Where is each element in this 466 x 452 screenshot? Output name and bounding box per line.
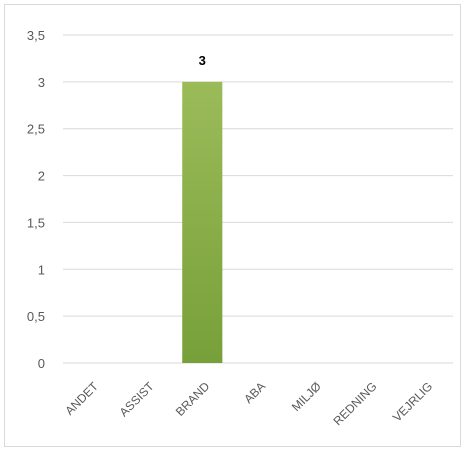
x-category-label: MILJØ: [289, 379, 324, 414]
data-label: 3: [199, 53, 206, 68]
x-axis-category-labels: ANDET ASSIST BRAND ABA MILJØ REDNING VEJRLIG: [62, 379, 435, 429]
y-axis-tick-labels: 0 0,5 1 1,5 2 2,5 3 3,5: [27, 28, 45, 371]
bar-brand: [182, 81, 223, 363]
gridlines: [63, 34, 453, 364]
x-category-label: ABA: [241, 379, 268, 406]
y-tick-label: 0: [38, 356, 45, 371]
bar-chart: 0 0,5 1 1,5 2 2,5 3 3,5 3 ANDET ASSIST BRAND ABA MI…: [27, 28, 453, 429]
y-tick-label: 3,5: [27, 28, 45, 43]
y-tick-label: 0,5: [27, 309, 45, 324]
bars: [182, 81, 223, 363]
x-category-label: ASSIST: [117, 379, 158, 420]
y-tick-label: 3: [38, 75, 45, 90]
y-tick-label: 2,5: [27, 122, 45, 137]
x-category-label: REDNING: [331, 379, 380, 428]
y-tick-label: 2: [38, 169, 45, 184]
y-tick-label: 1,5: [27, 215, 45, 230]
chart-frame: 0 0,5 1 1,5 2 2,5 3 3,5 3 ANDET ASSIST BRAND ABA MI…: [4, 4, 461, 447]
x-category-label: ANDET: [62, 379, 101, 418]
x-category-label: VEJRLIG: [390, 379, 435, 424]
data-labels: 3: [199, 53, 206, 68]
y-tick-label: 1: [38, 262, 45, 277]
x-category-label: BRAND: [173, 379, 213, 419]
